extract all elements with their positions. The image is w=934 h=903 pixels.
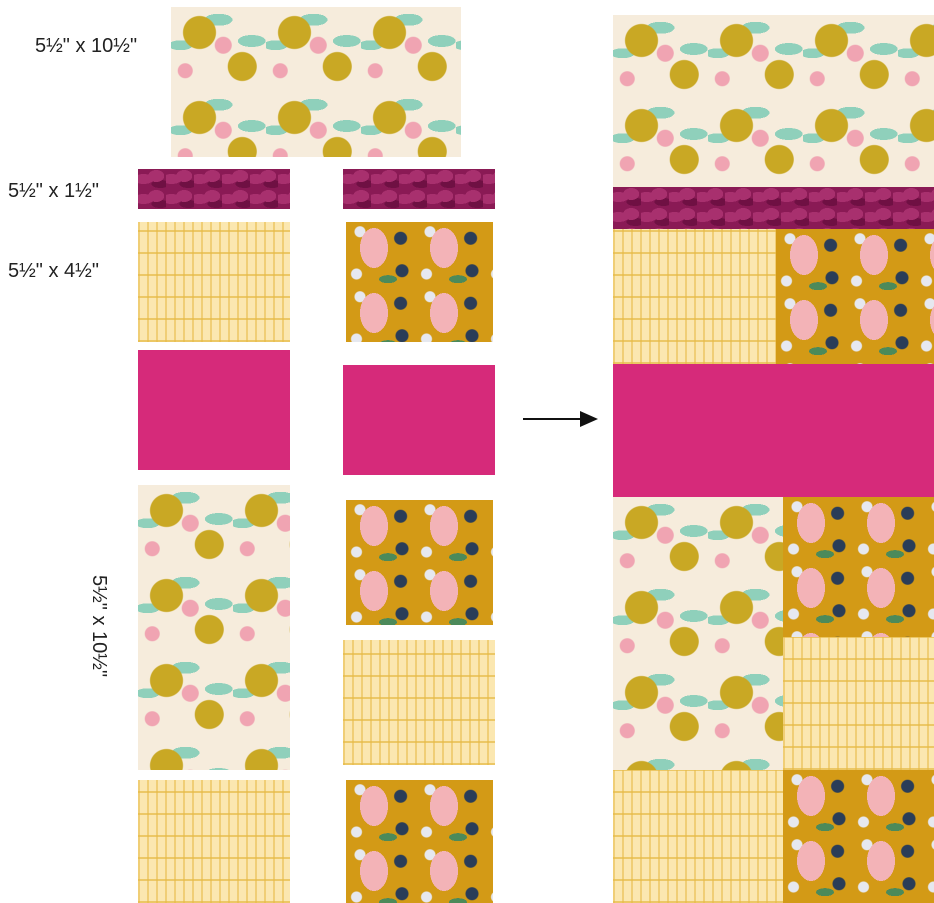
label-tall-rect: 5½" x 10½" — [88, 575, 110, 678]
right-arrow-icon — [523, 418, 585, 420]
assembled-squirrel-3 — [783, 770, 934, 903]
fabric-squirrel-square-1 — [346, 222, 493, 342]
fabric-books-square-1 — [138, 222, 290, 342]
assembled-books-1 — [613, 229, 776, 364]
label-top-rect: 5½" x 10½" — [35, 35, 138, 57]
fabric-poster-square-1 — [138, 350, 290, 470]
assembled-books-3 — [613, 770, 783, 903]
fabric-books-square-3 — [138, 780, 290, 903]
label-square: 5½" x 4½" — [8, 260, 99, 282]
fabric-top-rect — [171, 7, 461, 157]
fabric-tall-rect — [138, 485, 290, 770]
assembled-top-rect — [613, 15, 934, 187]
right-arrow-head — [580, 411, 598, 427]
assembled-tall-rect — [613, 497, 783, 770]
fabric-squirrel-square-2 — [346, 500, 493, 625]
fabric-strip-left — [138, 169, 290, 209]
assembled-posters — [613, 364, 934, 497]
fabric-squirrel-square-3 — [346, 780, 493, 903]
assembled-squirrel-1 — [776, 229, 934, 364]
fabric-books-square-2 — [343, 640, 495, 765]
label-strip: 5½" x 1½" — [8, 180, 99, 202]
assembled-squirrel-2 — [783, 497, 934, 637]
assembled-books-2 — [783, 637, 934, 770]
assembled-strip — [613, 187, 934, 229]
fabric-poster-square-2 — [343, 365, 495, 475]
fabric-strip-right — [343, 169, 495, 209]
